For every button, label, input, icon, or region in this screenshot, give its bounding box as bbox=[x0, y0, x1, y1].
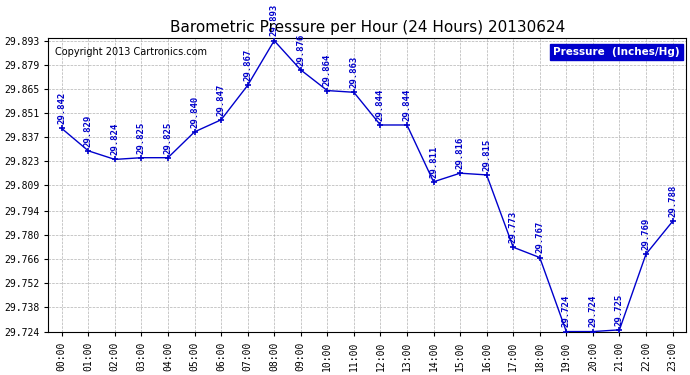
Title: Barometric Pressure per Hour (24 Hours) 20130624: Barometric Pressure per Hour (24 Hours) … bbox=[170, 21, 564, 36]
Text: 29.847: 29.847 bbox=[217, 83, 226, 116]
Text: 29.876: 29.876 bbox=[296, 33, 305, 66]
Text: 29.863: 29.863 bbox=[349, 56, 358, 88]
Text: 29.769: 29.769 bbox=[642, 217, 651, 250]
Text: 29.767: 29.767 bbox=[535, 221, 544, 254]
Text: 29.724: 29.724 bbox=[562, 295, 571, 327]
Text: Copyright 2013 Cartronics.com: Copyright 2013 Cartronics.com bbox=[55, 47, 207, 57]
Text: 29.844: 29.844 bbox=[376, 88, 385, 121]
Text: 29.893: 29.893 bbox=[270, 4, 279, 36]
Text: 29.867: 29.867 bbox=[243, 49, 252, 81]
Text: 29.811: 29.811 bbox=[429, 146, 438, 178]
Text: 29.840: 29.840 bbox=[190, 96, 199, 128]
Text: 29.815: 29.815 bbox=[482, 138, 491, 171]
Text: 29.844: 29.844 bbox=[402, 88, 411, 121]
Text: 29.724: 29.724 bbox=[589, 295, 598, 327]
Text: 29.816: 29.816 bbox=[455, 137, 464, 169]
Text: 29.824: 29.824 bbox=[110, 123, 119, 155]
Text: 29.842: 29.842 bbox=[57, 92, 66, 124]
Text: 29.788: 29.788 bbox=[668, 185, 677, 217]
Text: 29.864: 29.864 bbox=[323, 54, 332, 86]
Text: 29.829: 29.829 bbox=[83, 114, 92, 147]
Text: 29.725: 29.725 bbox=[615, 293, 624, 326]
Text: 29.825: 29.825 bbox=[137, 121, 146, 153]
Text: Pressure  (Inches/Hg): Pressure (Inches/Hg) bbox=[553, 47, 680, 57]
Text: 29.825: 29.825 bbox=[164, 121, 172, 153]
Text: 29.773: 29.773 bbox=[509, 211, 518, 243]
